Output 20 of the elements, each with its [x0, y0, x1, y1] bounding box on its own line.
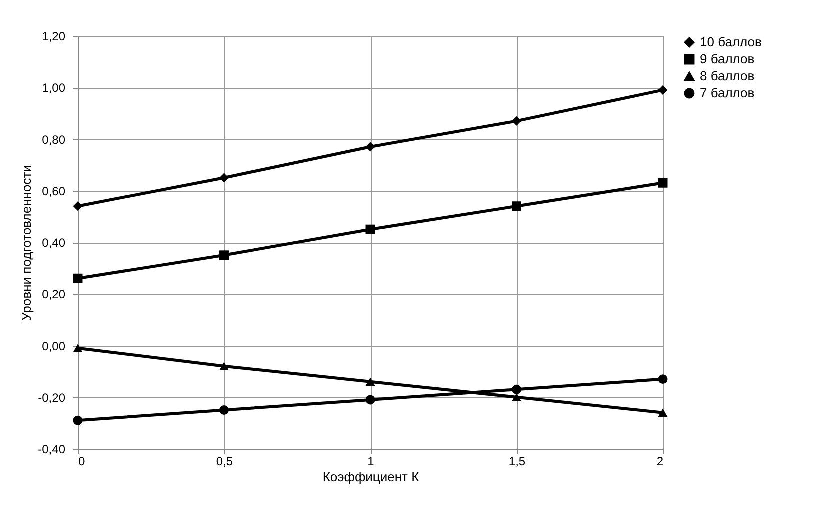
legend-label: 8 баллов	[700, 68, 755, 84]
y-tick-label: 1,00	[42, 81, 66, 96]
y-axis-title: Уровни подготовленности	[19, 165, 34, 321]
y-tick-label: 0,60	[42, 184, 66, 198]
y-tick-label: 0,20	[42, 288, 66, 302]
y-tick-label: 1,20	[42, 30, 66, 44]
y-tick-label: -0,20	[38, 390, 66, 405]
y-tick-label: 0,40	[42, 236, 66, 250]
x-tick-label: 2	[656, 454, 664, 468]
legend-label: 7 баллов	[700, 86, 755, 100]
y-tick-label: 0,80	[42, 132, 66, 147]
y-tick-label: -0,40	[38, 442, 66, 456]
legend-label: 10 баллов	[700, 34, 762, 50]
x-tick-label: 1	[368, 454, 375, 468]
legend-label: 9 баллов	[700, 52, 755, 66]
y-tick-label: 0,00	[42, 339, 66, 354]
x-tick-label: 0	[78, 454, 86, 468]
x-tick-label: 1,5	[508, 454, 526, 468]
x-axis-title: Коэффициент К	[322, 470, 420, 484]
x-tick-label: 0,5	[216, 454, 234, 468]
